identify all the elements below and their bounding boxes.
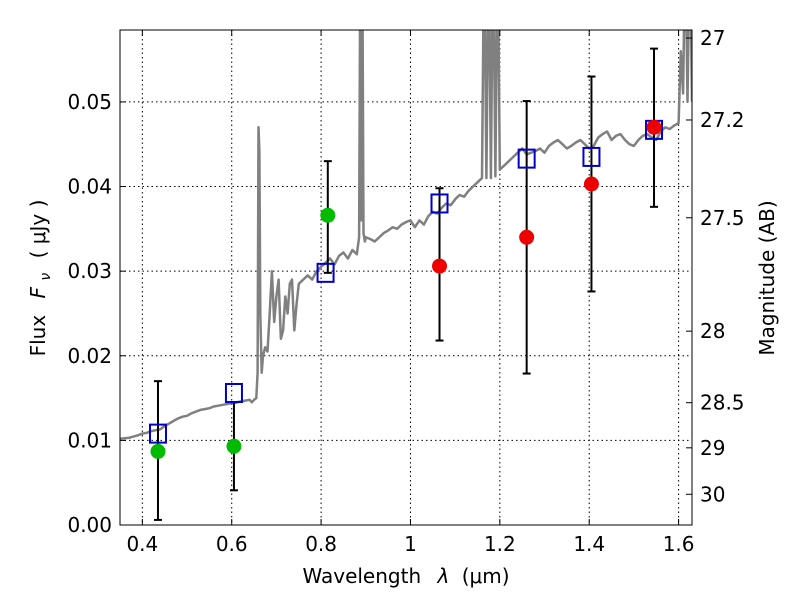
y2-tick-label: 27.5 (700, 206, 745, 230)
observed-optical-point (150, 443, 166, 459)
x-tick-label: 0.4 (126, 532, 158, 556)
x-tick-label: 1.4 (573, 532, 605, 556)
x-tick-label: 0.6 (216, 532, 248, 556)
x-tick-label: 0.8 (305, 532, 337, 556)
y2-tick-label: 27.2 (700, 108, 745, 132)
y2-tick-label: 27 (700, 26, 725, 50)
observed-nir-point (583, 176, 599, 192)
y-tick-label: 0.05 (67, 90, 112, 114)
x-tick-label: 1 (404, 532, 417, 556)
ticks: 0.4 0.6 0.8 1 1.2 1.4 1.6 0.00 0.01 0.02 0.03 0.04 0… (67, 26, 744, 556)
y2-tick-label: 28.5 (700, 391, 745, 415)
y-tick-label: 0.03 (67, 259, 112, 283)
observed-nir-point (646, 119, 662, 135)
y2-tick-label: 28 (700, 319, 725, 343)
model-square-point (224, 383, 243, 403)
y-tick-label: 0.04 (67, 175, 112, 199)
x-tick-label: 1.2 (484, 532, 516, 556)
x-tick-label: 1.6 (663, 532, 695, 556)
plot-frame (119, 29, 693, 526)
y-axis-title: Flux F ν ( μJy ) (26, 200, 55, 357)
model-square-point (316, 262, 335, 283)
markers (148, 119, 664, 459)
model-square-point (517, 148, 536, 169)
y2-tick-label: 29 (700, 436, 725, 460)
x-axis-title: Wavelength λ (μm) (302, 564, 509, 588)
y2-tick-label: 30 (700, 482, 725, 506)
observed-optical-point (320, 207, 336, 223)
y2-axis-title: Magnitude (AB) (755, 200, 779, 355)
observed-nir-point (519, 229, 535, 245)
model-square-point (148, 423, 167, 444)
model-square-point (582, 146, 601, 167)
observed-optical-point (226, 438, 242, 454)
observed-nir-point (432, 258, 448, 274)
y-tick-label: 0.01 (67, 428, 112, 452)
y-tick-label: 0.00 (67, 513, 112, 537)
model-square-point (430, 193, 449, 214)
y-tick-label: 0.02 (67, 344, 112, 368)
